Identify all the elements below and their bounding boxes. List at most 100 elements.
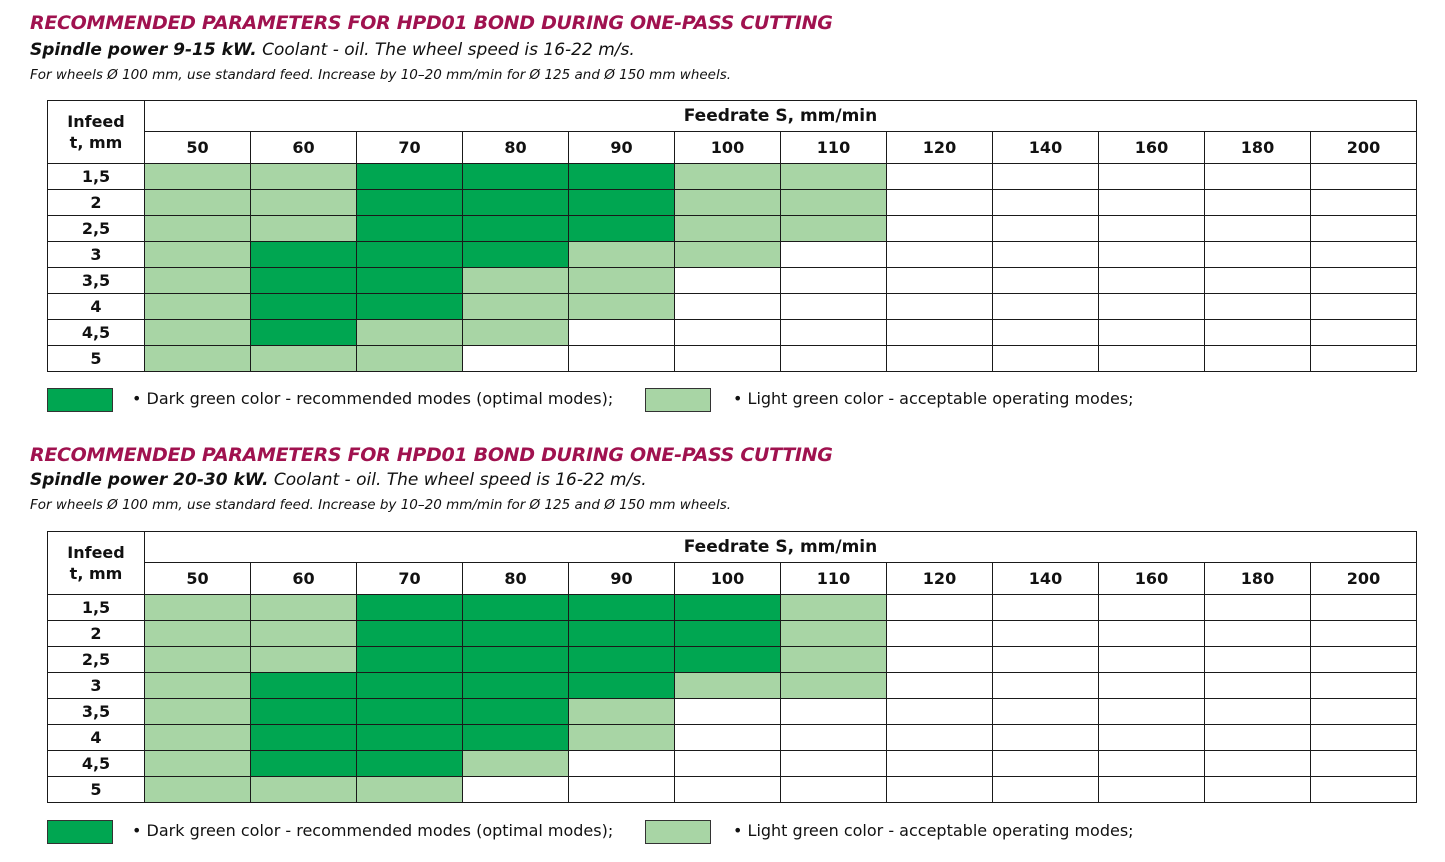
acceptable-cell bbox=[462, 293, 569, 320]
subtitle-bold: Spindle power 9-15 kW. bbox=[30, 40, 257, 60]
acceptable-cell bbox=[674, 672, 781, 699]
feedrate-header: Feedrate S, mm/min bbox=[144, 100, 1417, 132]
recommended-cell bbox=[356, 293, 463, 320]
table-row: 1,5 bbox=[47, 163, 1417, 190]
empty-cell bbox=[886, 776, 993, 803]
empty-cell bbox=[1310, 345, 1417, 372]
table-row: 4 bbox=[47, 724, 1417, 751]
row-label: 4,5 bbox=[47, 319, 145, 346]
acceptable-cell bbox=[780, 620, 887, 647]
empty-cell bbox=[1204, 620, 1311, 647]
recommended-cell bbox=[568, 163, 675, 190]
infeed-header: Infeed t, mm bbox=[47, 531, 145, 595]
acceptable-cell bbox=[780, 672, 887, 699]
recommended-cell bbox=[356, 620, 463, 647]
light-green-swatch bbox=[645, 388, 711, 412]
empty-cell bbox=[886, 189, 993, 216]
column-header-row: 50 60 70 80 90 100 110 120 140 160 180 200 bbox=[48, 562, 1417, 595]
table-row: 4,5 bbox=[47, 750, 1417, 777]
acceptable-cell bbox=[674, 163, 781, 190]
table-row: 2 bbox=[47, 620, 1417, 647]
acceptable-cell bbox=[144, 163, 251, 190]
acceptable-cell bbox=[250, 345, 357, 372]
empty-cell bbox=[1204, 215, 1311, 242]
parameters-table: Infeed t, mm Feedrate S, mm/min 50 60 70 80… bbox=[47, 531, 1417, 803]
empty-cell bbox=[780, 750, 887, 777]
infeed-header-label: Infeed bbox=[67, 112, 125, 131]
table-body: 1,5 2 2,5 3 3,5 4 4,5 5 bbox=[47, 594, 1417, 803]
row-label: 3,5 bbox=[47, 267, 145, 294]
recommended-cell bbox=[568, 620, 675, 647]
row-label: 2,5 bbox=[47, 215, 145, 242]
empty-cell bbox=[1204, 163, 1311, 190]
column-header-row: 50 60 70 80 90 100 110 120 140 160 180 200 bbox=[48, 131, 1417, 164]
empty-cell bbox=[1098, 163, 1205, 190]
table-row: 2,5 bbox=[47, 646, 1417, 673]
acceptable-cell bbox=[144, 189, 251, 216]
column-header: 90 bbox=[568, 562, 675, 595]
column-header: 60 bbox=[250, 562, 357, 595]
recommended-cell bbox=[674, 646, 781, 673]
acceptable-cell bbox=[144, 241, 251, 268]
empty-cell bbox=[780, 724, 887, 751]
acceptable-cell bbox=[674, 215, 781, 242]
acceptable-cell bbox=[144, 672, 251, 699]
infeed-header: Infeed t, mm bbox=[47, 100, 145, 164]
recommended-cell bbox=[356, 724, 463, 751]
recommended-cell bbox=[462, 241, 569, 268]
empty-cell bbox=[886, 241, 993, 268]
acceptable-cell bbox=[144, 724, 251, 751]
acceptable-cell bbox=[780, 646, 887, 673]
empty-cell bbox=[1204, 594, 1311, 621]
empty-cell bbox=[1204, 672, 1311, 699]
empty-cell bbox=[886, 163, 993, 190]
recommended-cell bbox=[356, 698, 463, 725]
column-header: 50 bbox=[144, 131, 251, 164]
table-row: 5 bbox=[47, 776, 1417, 803]
feedrate-header: Feedrate S, mm/min bbox=[144, 531, 1417, 563]
table-row: 5 bbox=[47, 345, 1417, 372]
empty-cell bbox=[674, 724, 781, 751]
recommended-cell bbox=[250, 293, 357, 320]
empty-cell bbox=[1204, 267, 1311, 294]
infeed-header-unit: t, mm bbox=[69, 133, 123, 152]
empty-cell bbox=[1098, 776, 1205, 803]
acceptable-cell bbox=[568, 724, 675, 751]
acceptable-cell bbox=[144, 646, 251, 673]
recommended-cell bbox=[356, 646, 463, 673]
acceptable-cell bbox=[356, 776, 463, 803]
acceptable-cell bbox=[780, 189, 887, 216]
acceptable-cell bbox=[144, 319, 251, 346]
empty-cell bbox=[886, 267, 993, 294]
row-label: 5 bbox=[47, 345, 145, 372]
empty-cell bbox=[1098, 698, 1205, 725]
acceptable-cell bbox=[674, 189, 781, 216]
empty-cell bbox=[886, 698, 993, 725]
empty-cell bbox=[1098, 620, 1205, 647]
recommended-cell bbox=[462, 189, 569, 216]
row-label: 2 bbox=[47, 620, 145, 647]
row-label: 4 bbox=[47, 293, 145, 320]
recommended-cell bbox=[356, 750, 463, 777]
acceptable-cell bbox=[462, 267, 569, 294]
empty-cell bbox=[674, 776, 781, 803]
empty-cell bbox=[462, 776, 569, 803]
legend-light-text: • Light green color - acceptable operati… bbox=[733, 821, 1134, 840]
section-note: For wheels Ø 100 mm, use standard feed. … bbox=[30, 497, 732, 513]
empty-cell bbox=[1310, 724, 1417, 751]
row-label: 3 bbox=[47, 241, 145, 268]
row-label: 1,5 bbox=[47, 594, 145, 621]
acceptable-cell bbox=[144, 698, 251, 725]
acceptable-cell bbox=[568, 293, 675, 320]
empty-cell bbox=[1310, 163, 1417, 190]
table-row: 3 bbox=[47, 241, 1417, 268]
recommended-cell bbox=[356, 594, 463, 621]
acceptable-cell bbox=[780, 594, 887, 621]
table-row: 1,5 bbox=[47, 594, 1417, 621]
table-row: 4 bbox=[47, 293, 1417, 320]
empty-cell bbox=[462, 345, 569, 372]
acceptable-cell bbox=[144, 594, 251, 621]
column-header: 90 bbox=[568, 131, 675, 164]
recommended-cell bbox=[462, 646, 569, 673]
row-label: 2,5 bbox=[47, 646, 145, 673]
